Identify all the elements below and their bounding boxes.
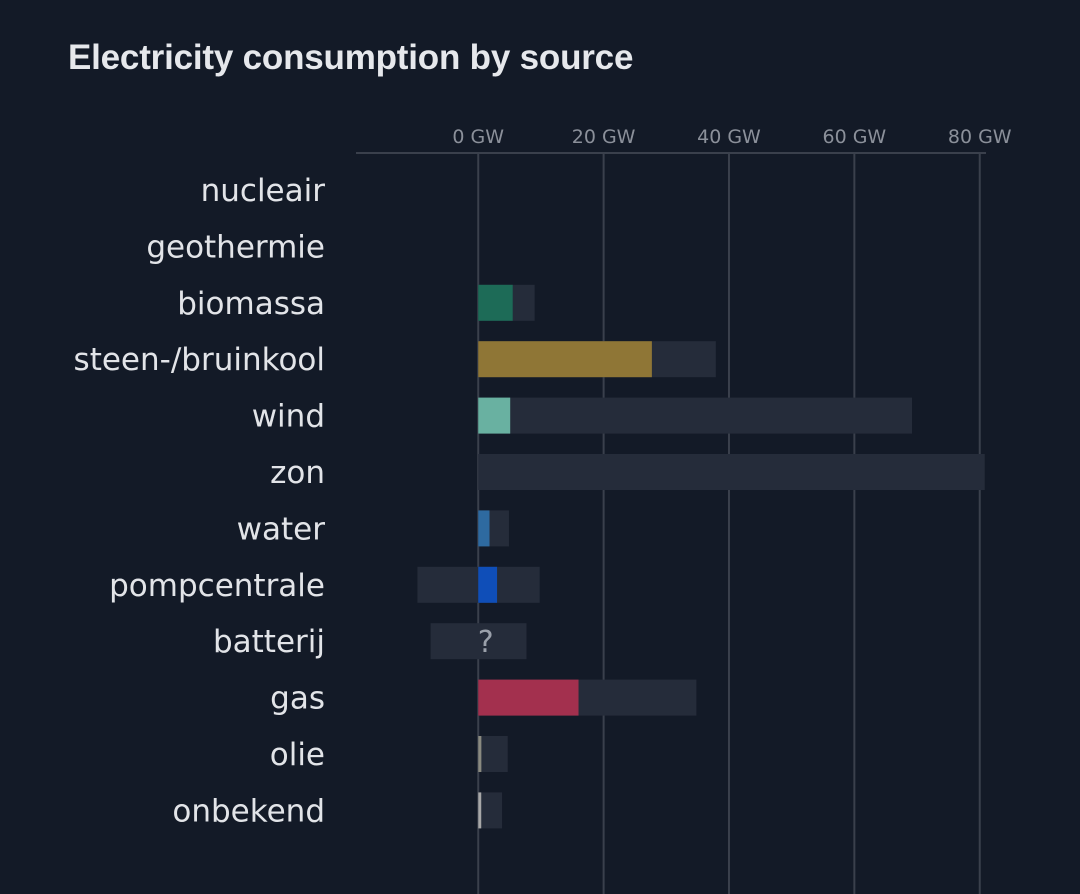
consumption-bar xyxy=(478,566,498,603)
category-label: nucleair xyxy=(201,173,326,209)
consumption-bar xyxy=(478,510,490,547)
category-label: geothermie xyxy=(146,229,325,265)
capacity-bar xyxy=(478,454,985,490)
x-tick-label: 60 GW xyxy=(822,126,886,148)
capacity-bar xyxy=(478,736,508,772)
category-label: steen-/bruinkool xyxy=(74,342,325,378)
consumption-bar xyxy=(478,792,482,829)
consumption-bar xyxy=(478,397,511,434)
category-label: biomassa xyxy=(177,286,325,322)
consumption-bar xyxy=(478,736,482,772)
consumption-bar xyxy=(478,284,513,321)
consumption-bar xyxy=(478,341,652,378)
x-tick-label: 20 GW xyxy=(572,126,636,148)
x-tick-label: 0 GW xyxy=(452,126,504,148)
chart-title: Electricity consumption by source xyxy=(68,38,634,77)
x-tick-label: 40 GW xyxy=(697,126,761,148)
category-label: water xyxy=(237,511,326,547)
capacity-bar xyxy=(430,623,527,660)
category-label: wind xyxy=(252,399,325,435)
category-label: olie xyxy=(270,737,325,773)
capacity-bar xyxy=(478,792,503,829)
category-label: gas xyxy=(270,681,325,717)
capacity-bar xyxy=(478,397,913,434)
category-label: onbekend xyxy=(172,793,325,829)
category-label: batterij xyxy=(213,624,325,660)
category-label: zon xyxy=(270,455,325,491)
unknown-value-label: ? xyxy=(478,625,494,660)
consumption-bar xyxy=(478,679,579,716)
x-tick-label: 80 GW xyxy=(948,126,1012,148)
category-label: pompcentrale xyxy=(109,568,325,604)
